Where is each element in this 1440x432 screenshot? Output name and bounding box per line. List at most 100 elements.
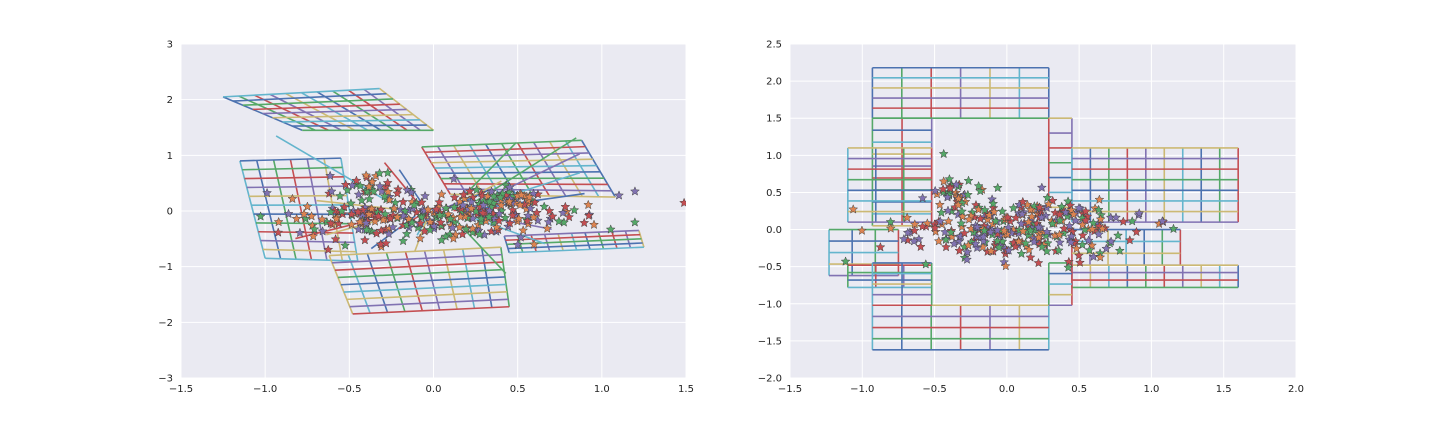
connector-line (383, 162, 420, 206)
scatter-point (583, 210, 594, 221)
scatter-point (941, 241, 952, 252)
scatter-point (448, 173, 459, 184)
scatter-point (399, 205, 411, 216)
scatter-point (938, 176, 949, 186)
scatter-point (255, 211, 266, 221)
grid-line (421, 146, 452, 195)
scatter-point (477, 190, 488, 201)
scatter-point (1088, 251, 1099, 262)
scatter-point (1168, 223, 1179, 234)
scatter-point (382, 177, 393, 188)
scatter-point (1066, 231, 1077, 241)
scatter-point (605, 224, 616, 234)
x-tick-label: −1.5 (778, 384, 802, 395)
y-tick-label: 0.0 (766, 225, 782, 236)
scatter-point (975, 185, 986, 196)
scatter-point (1026, 211, 1037, 221)
scatter-point (336, 206, 347, 216)
scatter-point (317, 226, 328, 236)
scatter-point (999, 256, 1010, 267)
scatter-point (909, 219, 920, 229)
grid-line (564, 140, 600, 198)
scatter-point (1124, 235, 1135, 245)
scatter-point (476, 216, 487, 227)
scatter-point (583, 199, 594, 210)
grid-line (255, 160, 282, 259)
x-tick-label: 1.5 (678, 384, 694, 395)
scatter-point (1010, 212, 1021, 223)
grid-line (506, 238, 642, 246)
y-tick-label: −0.5 (758, 262, 782, 273)
scatter-point (361, 170, 372, 180)
scatter-point (1087, 223, 1098, 234)
scatter-point (1088, 217, 1099, 228)
scatter-point (330, 234, 341, 244)
scatter-point (979, 225, 990, 236)
scatter-point (569, 204, 580, 215)
grid-line (289, 159, 313, 260)
scatter-point (420, 190, 431, 201)
scatter-point (409, 199, 420, 210)
marks-layer (828, 66, 1239, 351)
scatter-point (273, 227, 284, 237)
scatter-point (1077, 239, 1088, 250)
scatter-point (484, 211, 495, 222)
grid-line (504, 229, 639, 237)
scatter-point (339, 201, 350, 212)
y-tick-label: −2.0 (758, 374, 782, 385)
scatter-point (407, 217, 418, 227)
scatter-point (436, 189, 447, 199)
grid-line (332, 253, 502, 264)
scatter-point (515, 199, 526, 210)
grid-line (337, 268, 505, 279)
scatter-point (1063, 196, 1074, 206)
scatter-point (875, 241, 886, 252)
scatter-point (961, 254, 973, 264)
scatter-point (920, 259, 931, 269)
grid-line (434, 164, 597, 169)
scatter-point (917, 192, 928, 203)
x-tick-label: 0.5 (510, 384, 526, 395)
scatter-point (544, 205, 555, 216)
y-tick-label: 0 (167, 207, 173, 218)
x-tick-label: −1.0 (253, 384, 277, 395)
scatter-point (353, 189, 364, 199)
scatter-point (1114, 245, 1125, 256)
grid-line (252, 103, 400, 111)
y-tick-label: 2.5 (766, 40, 782, 51)
scatter-point (448, 233, 459, 243)
scatter-point (435, 217, 446, 227)
scatter-point (458, 189, 469, 199)
grid-line (272, 159, 297, 260)
grid-line (509, 246, 644, 254)
grid-line (246, 185, 346, 189)
scatter-point (1017, 196, 1028, 207)
scatter-point (922, 218, 933, 228)
scatter-point (1036, 182, 1047, 192)
grid-line (421, 139, 582, 148)
scatter-point (416, 212, 427, 222)
scatter-point (956, 206, 967, 216)
scatter-point (531, 207, 542, 218)
scatter-point (613, 190, 625, 200)
scatter-point (364, 193, 375, 204)
scatter-point (1002, 212, 1013, 222)
scatter-point (1064, 220, 1075, 231)
scatter-point (1025, 204, 1036, 214)
grid-line (505, 233, 641, 242)
scatter-point (398, 196, 409, 207)
scatter-point (476, 213, 487, 224)
grid-line (306, 158, 328, 261)
scatter-point (1000, 260, 1011, 271)
scatter-point (302, 201, 313, 211)
y-tick-label: −1.5 (758, 336, 782, 347)
x-tick-label: −0.5 (922, 384, 946, 395)
scatter-point (542, 223, 553, 233)
scatter-point (1034, 202, 1045, 212)
scatter-point (368, 186, 379, 196)
scatter-point (560, 201, 571, 212)
scatter-point (425, 216, 436, 227)
scatter-point (331, 213, 342, 224)
x-tick-label: 2.0 (1288, 384, 1304, 395)
scatter-point (994, 242, 1005, 252)
